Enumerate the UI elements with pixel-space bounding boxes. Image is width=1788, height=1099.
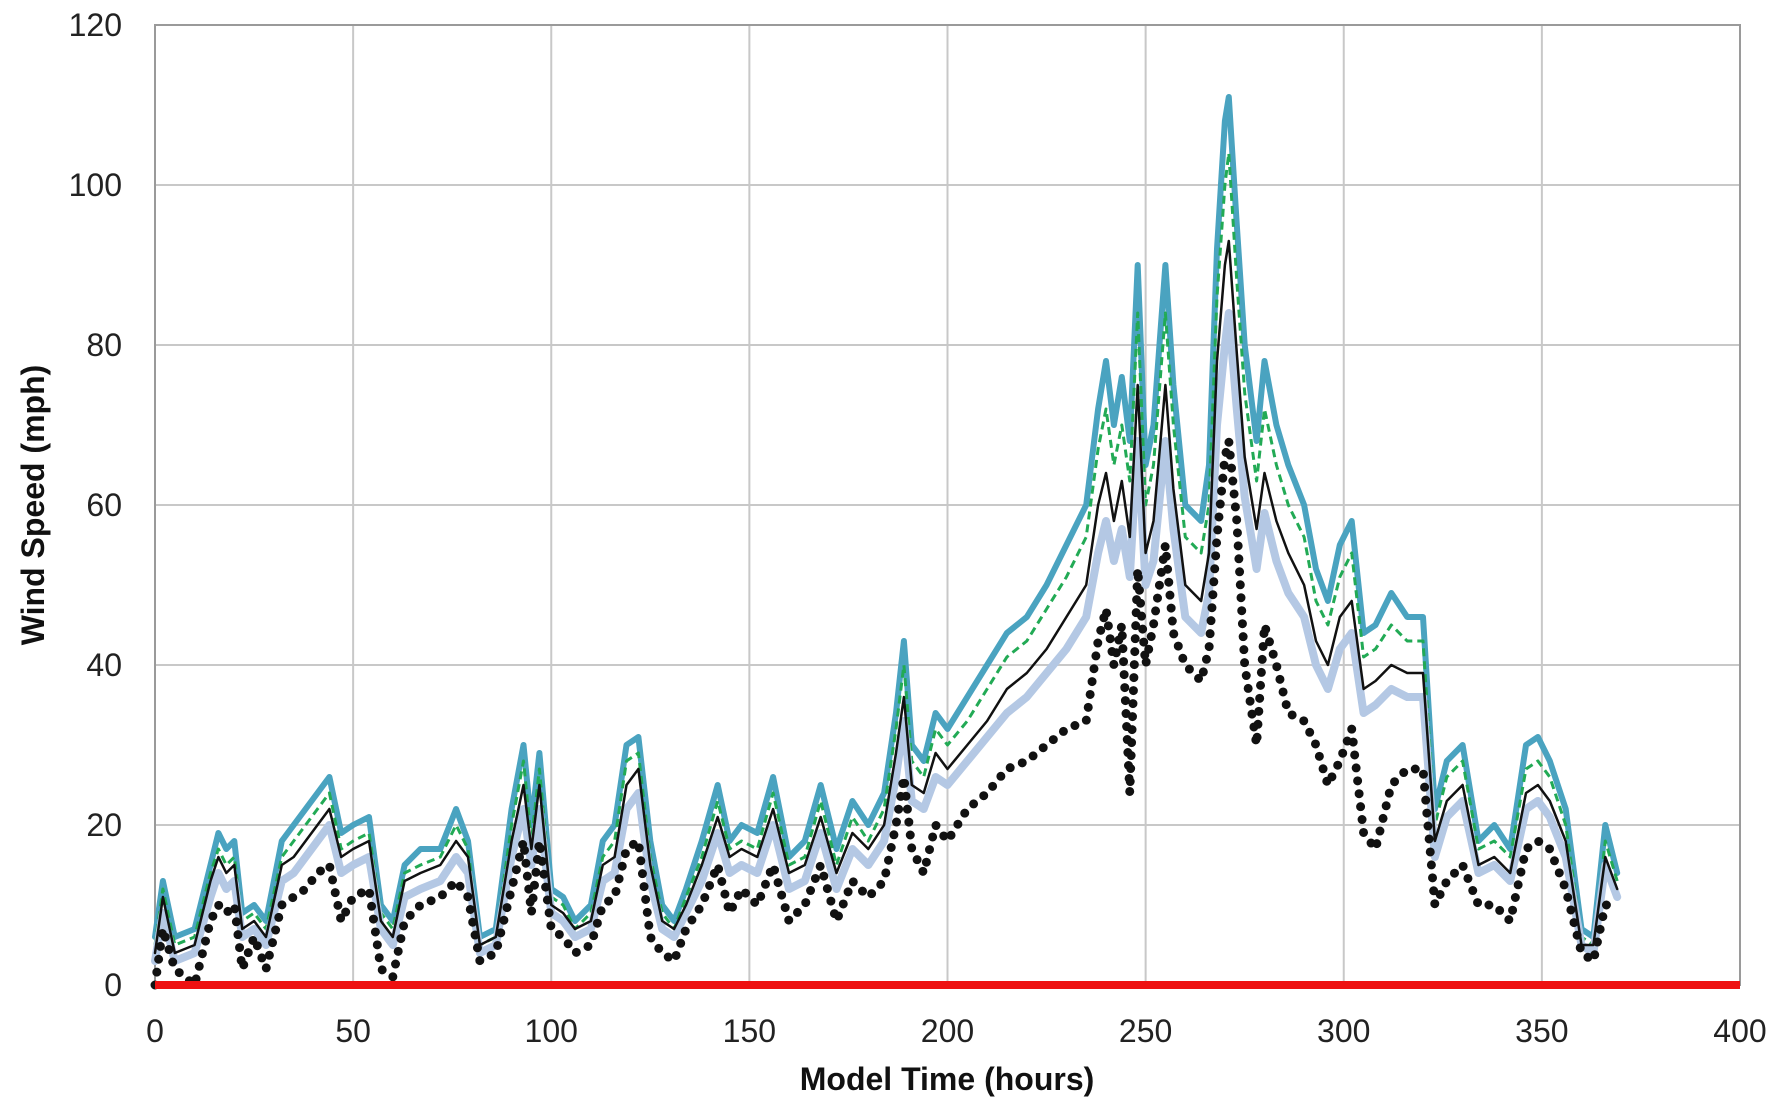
y-tick-label-2: 40 bbox=[86, 647, 122, 683]
x-tick-labels: 0 50 100 150 200 250 300 350 400 bbox=[146, 1013, 1767, 1049]
series-line-2 bbox=[151, 309, 1622, 965]
y-tick-label-0: 0 bbox=[104, 967, 122, 1003]
x-tick-label-6: 300 bbox=[1317, 1013, 1370, 1049]
y-tick-label-1: 20 bbox=[86, 807, 122, 843]
series-layer bbox=[150, 94, 1740, 990]
y-tick-labels: 0 20 40 60 80 100 120 bbox=[69, 7, 122, 1003]
x-tick-label-4: 200 bbox=[921, 1013, 974, 1049]
y-tick-label-4: 80 bbox=[86, 327, 122, 363]
y-tick-label-5: 100 bbox=[69, 167, 122, 203]
x-tick-label-0: 0 bbox=[146, 1013, 164, 1049]
series-line-0 bbox=[152, 94, 1621, 940]
x-axis-title: Model Time (hours) bbox=[800, 1061, 1095, 1097]
y-tick-label-6: 120 bbox=[69, 7, 122, 43]
x-tick-label-1: 50 bbox=[335, 1013, 371, 1049]
x-tick-label-3: 150 bbox=[723, 1013, 776, 1049]
series-line-1 bbox=[153, 151, 1619, 947]
x-tick-label-2: 100 bbox=[525, 1013, 578, 1049]
series-line-4 bbox=[150, 436, 1622, 990]
series-line-3 bbox=[153, 239, 1619, 955]
x-tick-label-8: 400 bbox=[1713, 1013, 1766, 1049]
y-tick-label-3: 60 bbox=[86, 487, 122, 523]
x-tick-label-7: 350 bbox=[1515, 1013, 1568, 1049]
x-tick-label-5: 250 bbox=[1119, 1013, 1172, 1049]
y-axis-title: Wind Speed (mph) bbox=[15, 365, 51, 646]
